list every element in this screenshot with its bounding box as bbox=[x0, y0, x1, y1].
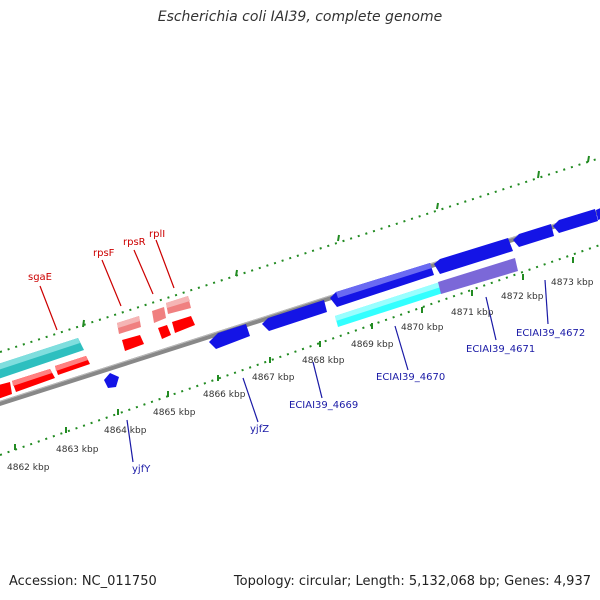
ruler-label: 4865 kbp bbox=[153, 408, 196, 418]
accession-text: Accession: NC_011750 bbox=[9, 574, 157, 589]
map-title: Escherichia coli IAI39, complete genome bbox=[157, 9, 443, 25]
lower-tick-track bbox=[0, 244, 600, 456]
ruler-labels: 4862 kbp 4863 kbp 4864 kbp 4865 kbp 4866… bbox=[7, 278, 594, 473]
gene-yjfY bbox=[104, 373, 119, 388]
ruler-label: 4866 kbp bbox=[203, 390, 246, 400]
label-ECIAI39_4671: ECIAI39_4671 bbox=[466, 344, 535, 355]
label-rplI: rplI bbox=[149, 229, 165, 240]
genome-stats-text: Topology: circular; Length: 5,132,068 bp… bbox=[233, 574, 591, 589]
ruler-label: 4873 kbp bbox=[551, 278, 594, 288]
gene-ECIAI39_4669 bbox=[262, 300, 327, 331]
gene-ECIAI39_4672 bbox=[513, 224, 554, 247]
lower-major-ticks bbox=[14, 257, 574, 450]
label-yjfY: yjfY bbox=[132, 464, 151, 475]
ruler-label: 4863 kbp bbox=[56, 445, 99, 455]
upper-major-ticks bbox=[82, 155, 590, 328]
gene-ECIAI39_4671-purple bbox=[438, 258, 518, 294]
label-ECIAI39_4670: ECIAI39_4670 bbox=[376, 372, 445, 383]
gene-rpsR bbox=[152, 307, 166, 323]
gene-ECIAI39_4671 bbox=[434, 238, 513, 274]
label-rpsR: rpsR bbox=[123, 237, 146, 248]
reverse-strand-genes bbox=[104, 208, 600, 388]
label-yjfZ: yjfZ bbox=[250, 424, 269, 435]
ruler-label: 4869 kbp bbox=[351, 340, 394, 350]
ruler-label: 4870 kbp bbox=[401, 323, 444, 333]
label-rpsF: rpsF bbox=[93, 248, 115, 259]
label-ECIAI39_4672: ECIAI39_4672 bbox=[516, 328, 585, 339]
gene-red-4 bbox=[122, 335, 144, 351]
forward-strand-genes bbox=[0, 296, 195, 399]
ruler-label: 4871 kbp bbox=[451, 308, 494, 318]
gene-labels: sgaE rpsF rpsR rplI yjfY yjfZ ECIAI39_46… bbox=[28, 229, 585, 475]
ruler-label: 4867 kbp bbox=[252, 373, 295, 383]
upper-tick-track bbox=[0, 157, 600, 353]
gene-blue-next bbox=[553, 209, 598, 233]
gene-yjfZ bbox=[209, 324, 250, 349]
chromosome-backbone bbox=[0, 208, 600, 407]
gene-red-1 bbox=[0, 382, 12, 399]
ruler-label: 4868 kbp bbox=[302, 356, 345, 366]
ruler-label: 4864 kbp bbox=[104, 426, 147, 436]
label-ECIAI39_4669: ECIAI39_4669 bbox=[289, 400, 358, 411]
gene-red-5 bbox=[158, 325, 171, 339]
ruler-label: 4872 kbp bbox=[501, 292, 544, 302]
ruler-label: 4862 kbp bbox=[7, 463, 50, 473]
gene-red-6 bbox=[172, 316, 195, 333]
label-leaders bbox=[39, 239, 549, 463]
label-sgaE: sgaE bbox=[28, 272, 52, 283]
